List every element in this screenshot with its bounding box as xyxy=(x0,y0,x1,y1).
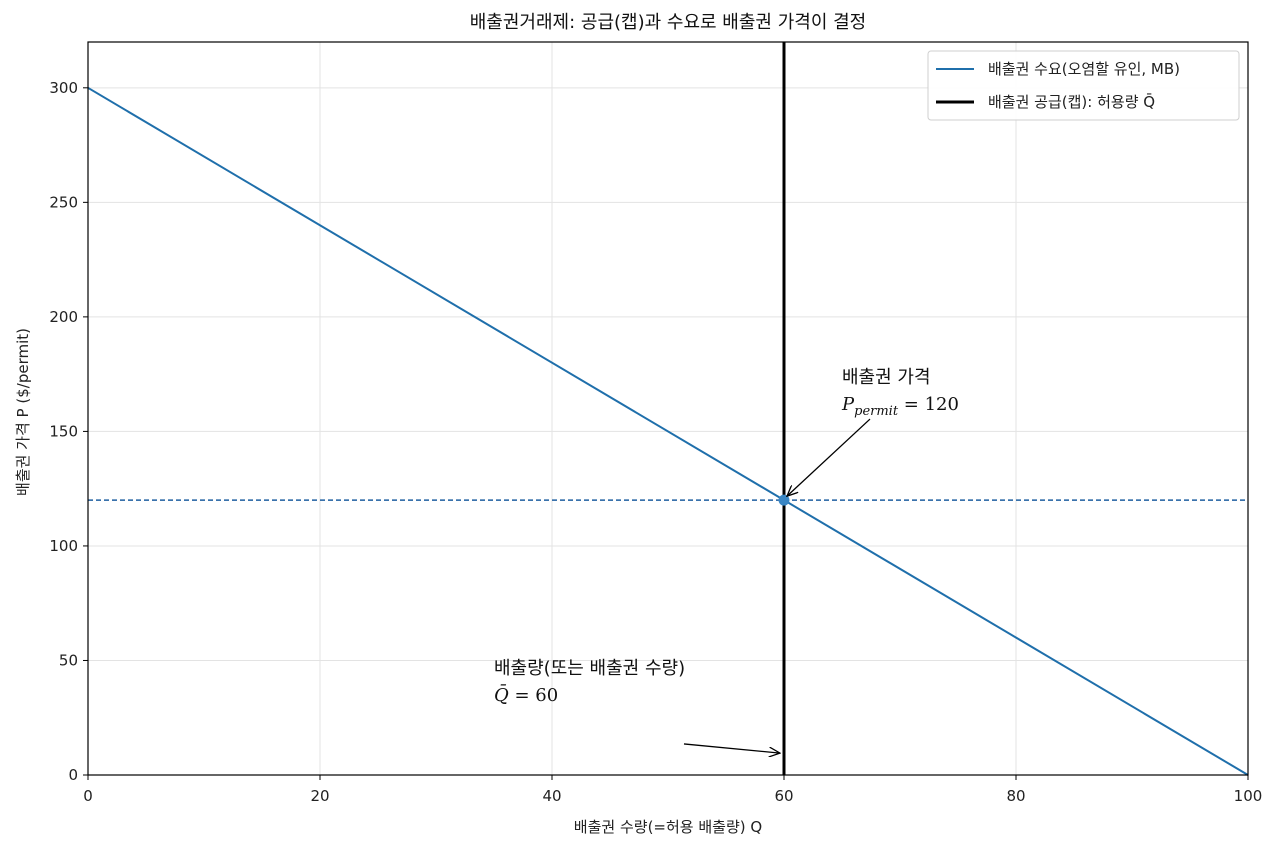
x-axis-title: 배출권 수량(=허용 배출량) Q xyxy=(574,818,762,836)
plot-frame xyxy=(87,41,1249,776)
y-tick-label: 100 xyxy=(49,537,78,555)
axes: 0 20 40 60 80 100 0 50 100 150 200 250 300 xyxy=(49,41,1263,805)
annotation-label: 배출량(또는 배출권 수량) xyxy=(494,658,685,679)
y-tick-label: 50 xyxy=(59,651,78,669)
x-tick-label: 100 xyxy=(1234,787,1263,805)
annotation-arrow xyxy=(683,743,780,753)
demand-line xyxy=(87,86,1249,776)
x-tick-label: 80 xyxy=(1006,787,1025,805)
y-tick-label: 300 xyxy=(49,79,78,97)
annotation-label: 배출권 가격 xyxy=(842,367,931,388)
legend: 배출권 수요(오염할 유인, MB) 배출권 공급(캡): 허용량 Q̄ xyxy=(927,50,1240,121)
chart-title: 배출권거래제: 공급(캡)과 수요로 배출권 가격이 결정 xyxy=(470,12,866,33)
x-tick-label: 0 xyxy=(83,787,93,805)
y-tick-label: 150 xyxy=(49,422,78,440)
equilibrium-point xyxy=(778,494,790,506)
y-tick-label: 0 xyxy=(68,766,78,784)
x-tick-label: 60 xyxy=(774,787,793,805)
legend-label: 배출권 수요(오염할 유인, MB) xyxy=(988,60,1180,78)
legend-label: 배출권 공급(캡): 허용량 Q̄ xyxy=(988,92,1155,111)
plot-area xyxy=(87,42,1249,776)
annotation-math: Ppermit = 120 xyxy=(841,394,959,419)
x-tick-label: 40 xyxy=(542,787,561,805)
y-axis-title: 배출권 가격 P ($/permit) xyxy=(14,328,32,496)
y-tick-label: 200 xyxy=(49,308,78,326)
y-tick-label: 250 xyxy=(49,193,78,211)
annotations: 배출권 가격 Ppermit = 120 배출량(또는 배출권 수량) Q̄ = 60 xyxy=(494,367,959,753)
annotation-arrow xyxy=(787,418,871,496)
legend-box xyxy=(927,50,1240,121)
annotation-math: Q̄ = 60 xyxy=(494,683,558,706)
x-tick-label: 20 xyxy=(310,787,329,805)
